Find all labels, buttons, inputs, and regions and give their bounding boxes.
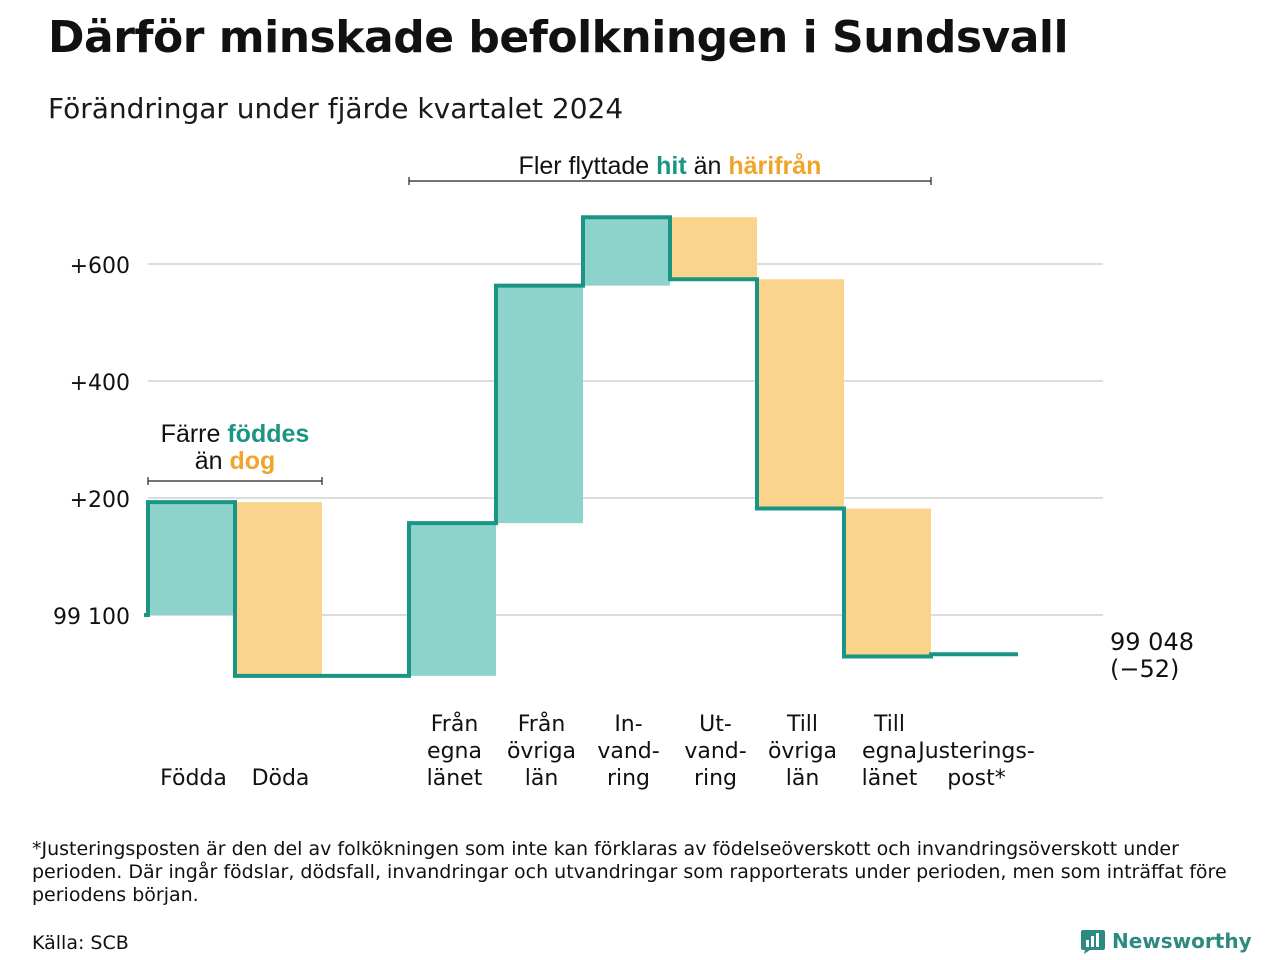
category-label-7-0: Till [786, 712, 818, 737]
category-label-0-0: Födda [160, 766, 227, 791]
category-label-9-1: post* [947, 766, 1006, 791]
category-label-1-0: Döda [252, 766, 310, 791]
annotation-births-part-1-0: än [195, 447, 230, 475]
brand-name: Newsworthy [1112, 929, 1252, 953]
category-label-4-1: övriga [507, 739, 576, 764]
category-label-5-1: vand- [597, 739, 659, 764]
annotation-births-part-1-1: dog [229, 447, 275, 475]
footnote: *Justeringsposten är den del av folkökni… [32, 838, 1227, 906]
annotation-births-line-1: än dog [195, 447, 276, 475]
annotation-moves-line-0: Fler flyttade hit än härifrån [519, 152, 822, 180]
category-label-3-1: egna [427, 739, 482, 764]
bar-8 [844, 508, 931, 657]
category-label-6-0: Ut- [699, 712, 732, 737]
chart-subtitle: Förändringar under fjärde kvartalet 2024 [48, 92, 624, 125]
annotation-moves-part-0-3: härifrån [728, 152, 821, 180]
bar-chart-icon [1081, 930, 1105, 954]
bar-1 [235, 502, 322, 676]
bar-4 [496, 285, 583, 524]
bar-5 [583, 217, 670, 286]
category-label-5-0: In- [614, 712, 642, 737]
category-label-7-1: övriga [768, 739, 837, 764]
category-label-4-0: Från [518, 711, 566, 737]
category-label-5-2: ring [607, 766, 650, 791]
running-total-line [144, 215, 1018, 678]
annotation-moves-part-0-1: hit [656, 152, 687, 180]
y-tick-label-2: +400 [70, 371, 130, 396]
category-label-4-2: län [525, 766, 559, 791]
y-tick-label-0: 99 100 [53, 605, 130, 630]
annotation-moves-part-0-0: Fler flyttade [519, 152, 657, 180]
end-value-label-1: (−52) [1110, 655, 1179, 683]
bar-7 [757, 279, 844, 509]
bar-0 [148, 502, 235, 615]
category-label-3-0: Från [431, 711, 479, 737]
source-note: Källa: SCB [32, 932, 129, 954]
category-label-8-1: egna [862, 739, 917, 764]
category-label-3-2: länet [427, 766, 483, 791]
category-label-8-2: länet [862, 766, 918, 791]
bar-3 [409, 523, 496, 676]
bar-6 [670, 217, 757, 280]
y-tick-label-1: +200 [70, 488, 130, 513]
category-label-6-1: vand- [684, 739, 746, 764]
category-label-7-2: län [786, 766, 820, 791]
annotation-births-part-0-0: Färre [161, 420, 228, 448]
end-value-label-0: 99 048 [1110, 628, 1194, 656]
annotation-moves-part-0-2: än [687, 152, 729, 180]
category-label-9-0: Justerings- [916, 739, 1035, 764]
category-label-8-0: Till [873, 712, 905, 737]
annotation-births-part-0-1: föddes [227, 420, 309, 448]
brand-logo: Newsworthy [1080, 928, 1252, 954]
chart-title: Därför minskade befolkningen i Sundsvall [48, 12, 1069, 63]
annotation-births-line-0: Färre föddes [161, 420, 310, 448]
category-label-6-2: ring [694, 766, 737, 791]
y-tick-label-3: +600 [70, 254, 130, 279]
